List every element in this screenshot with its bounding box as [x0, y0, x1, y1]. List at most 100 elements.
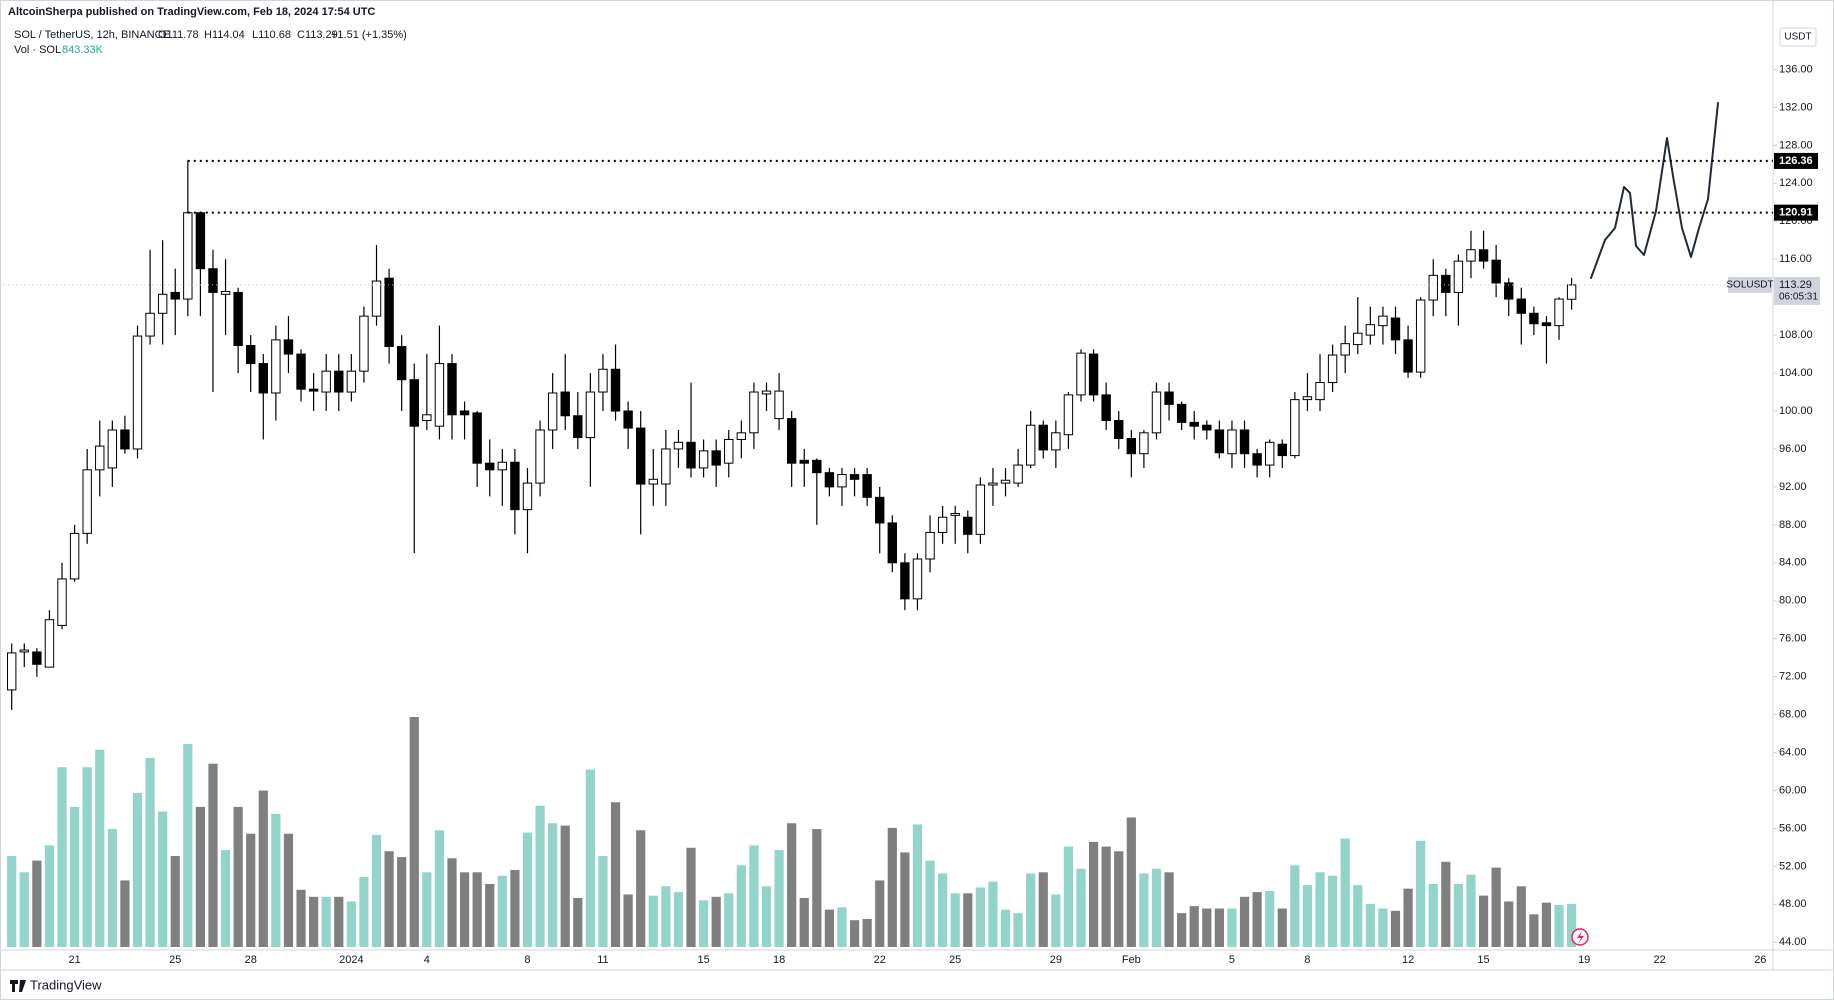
last-price-label: 113.29	[1779, 279, 1812, 291]
volume-bar	[195, 806, 205, 947]
volume-bar	[849, 920, 860, 947]
volume-bar	[1214, 908, 1224, 947]
candle-body	[547, 392, 558, 431]
volume-bar	[1516, 886, 1526, 947]
volume-bar	[1541, 902, 1552, 947]
volume-bar	[761, 886, 772, 947]
volume-bar	[422, 872, 432, 947]
volume-bar	[686, 847, 696, 947]
candle-body	[359, 315, 369, 372]
candle-body	[497, 461, 508, 471]
x-tick-label: 11	[597, 954, 608, 966]
candle-layer	[7, 160, 1577, 710]
candle-body	[1202, 424, 1212, 431]
x-tick-label: 8	[524, 954, 530, 966]
candle-body	[19, 649, 29, 653]
candle-body	[1252, 453, 1262, 466]
candle-body	[1227, 429, 1237, 455]
candle-body	[195, 212, 206, 270]
volume-bar	[1265, 890, 1275, 947]
candle-body	[1063, 394, 1074, 436]
currency[interactable]: USDT	[1784, 32, 1811, 43]
volume-bar	[309, 896, 319, 947]
candle-body	[1378, 315, 1388, 327]
volume-bar	[497, 875, 507, 947]
volume-bar	[145, 757, 155, 947]
volume-bar	[1403, 888, 1413, 947]
y-tick-label: 52.00	[1779, 860, 1807, 872]
volume-bar	[1453, 883, 1463, 947]
candle-body	[485, 462, 495, 471]
volume-bar	[384, 851, 394, 947]
volume-bar	[7, 855, 17, 947]
candle-body	[208, 268, 218, 293]
volume-bar	[1252, 892, 1262, 947]
countdown-label: 06:05:31	[1779, 292, 1818, 303]
currency-box[interactable]	[1779, 27, 1817, 47]
volume-bar	[1441, 861, 1451, 947]
x-tick-label: 18	[773, 954, 785, 966]
candle-body	[334, 370, 344, 393]
volume-bar	[1189, 906, 1199, 947]
last-price-box	[1774, 276, 1820, 305]
volume-bar	[1139, 873, 1149, 947]
volume-bar	[799, 897, 809, 947]
candle-body	[1088, 353, 1099, 396]
level-label: 126.36	[1779, 155, 1813, 167]
volume-bar	[1315, 872, 1325, 947]
candle-body	[1353, 332, 1363, 346]
volume-bar	[1063, 846, 1074, 947]
volume-bar	[1126, 817, 1136, 947]
candle-body	[1114, 419, 1124, 440]
x-tick-label: 25	[949, 954, 961, 966]
candle-body	[1491, 259, 1501, 284]
candle-body	[1176, 403, 1187, 423]
candle-body	[1051, 432, 1061, 451]
candle-body	[1265, 441, 1275, 466]
volume-bar	[246, 833, 256, 947]
x-tick-label: 8	[1304, 954, 1310, 966]
candle-body	[346, 370, 357, 393]
volume-bar	[397, 857, 407, 947]
candle-body	[724, 438, 734, 464]
candle-body	[711, 450, 721, 466]
y-tick-label: 72.00	[1779, 671, 1807, 683]
candle-body	[912, 558, 923, 600]
volume-bar	[1478, 895, 1489, 947]
ohlc-open: O111.78	[158, 29, 199, 41]
volume-bar	[548, 823, 558, 947]
candle-body	[1000, 479, 1011, 484]
volume-bar	[1088, 841, 1099, 947]
candle-body	[82, 469, 92, 534]
volume-bar	[749, 845, 759, 947]
volume-bar	[699, 900, 709, 947]
symbol: SOL / TetherUS, 12h, BINANCE	[14, 29, 170, 41]
candle-body	[1315, 382, 1325, 401]
candle-body	[1139, 432, 1149, 455]
candle-body	[774, 390, 784, 420]
candle-body	[1340, 343, 1350, 356]
x-tick-label: 15	[697, 954, 709, 966]
x-tick-label: 2024	[339, 954, 363, 966]
y-tick-label: 84.00	[1779, 557, 1807, 569]
volume-bar	[535, 805, 545, 947]
volume-bar	[573, 897, 583, 947]
volume-bar	[1101, 846, 1111, 947]
volume-bar	[736, 865, 746, 947]
volume-bar	[346, 901, 356, 947]
x-tick-label: 4	[424, 954, 430, 966]
volume-title: Vol · SOL	[14, 44, 61, 56]
level-label: 120.91	[1779, 207, 1813, 219]
volume-bar	[560, 825, 570, 947]
symbol-label-box	[1728, 276, 1772, 293]
volume-bar	[837, 907, 847, 947]
candle-body	[1478, 249, 1489, 262]
candle-body	[661, 448, 671, 485]
volume-bar	[1416, 840, 1426, 947]
volume-bar	[875, 880, 885, 947]
y-tick-label: 128.00	[1779, 139, 1813, 151]
volume-bar	[1151, 868, 1162, 947]
candle-body	[610, 368, 621, 412]
